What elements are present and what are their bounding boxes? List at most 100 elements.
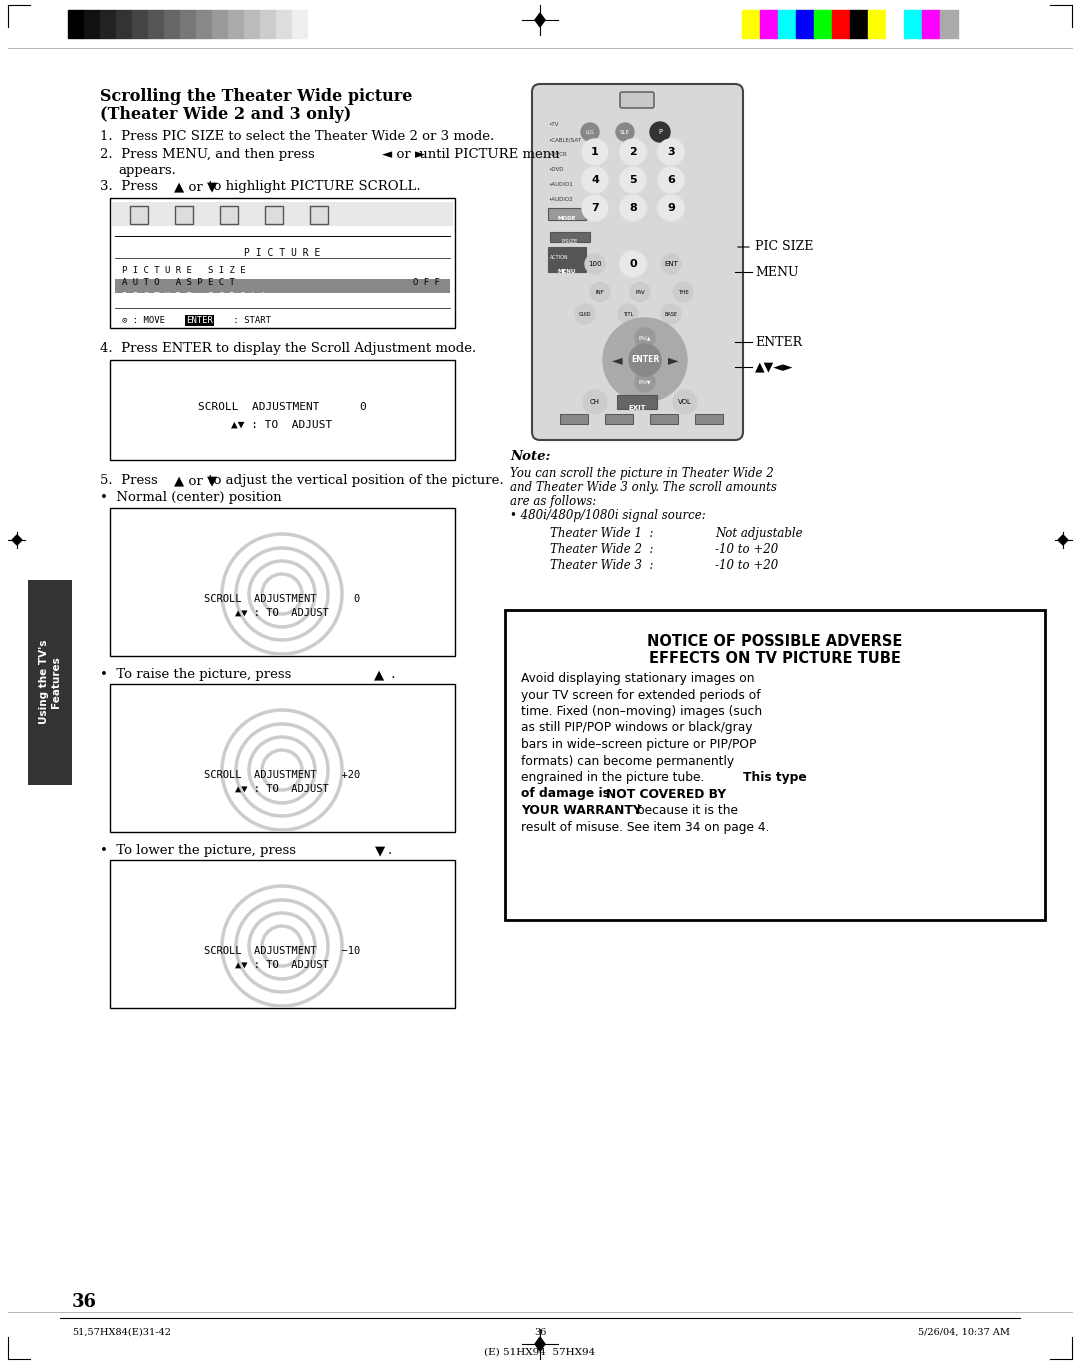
Bar bbox=[164, 10, 180, 38]
FancyBboxPatch shape bbox=[620, 91, 654, 108]
Text: ▲▼ : TO  ADJUST: ▲▼ : TO ADJUST bbox=[235, 608, 329, 618]
Text: 5.  Press: 5. Press bbox=[100, 475, 162, 487]
Text: 4: 4 bbox=[591, 175, 599, 186]
Circle shape bbox=[661, 304, 681, 325]
Text: -10 to +20: -10 to +20 bbox=[715, 559, 779, 572]
Bar bbox=[292, 10, 308, 38]
Text: (Theater Wide 2 and 3 only): (Theater Wide 2 and 3 only) bbox=[100, 106, 351, 123]
Circle shape bbox=[582, 195, 608, 221]
Text: your TV screen for extended periods of: your TV screen for extended periods of bbox=[521, 689, 760, 701]
Circle shape bbox=[590, 282, 610, 301]
Text: to highlight PICTURE SCROLL.: to highlight PICTURE SCROLL. bbox=[204, 180, 420, 192]
Circle shape bbox=[620, 251, 646, 277]
Bar bbox=[148, 10, 164, 38]
Bar bbox=[276, 10, 292, 38]
Circle shape bbox=[575, 304, 595, 325]
Bar bbox=[116, 10, 132, 38]
Text: .: . bbox=[388, 844, 392, 857]
Bar bbox=[212, 10, 228, 38]
Text: •  To raise the picture, press: • To raise the picture, press bbox=[100, 668, 296, 681]
Text: •DVCR: •DVCR bbox=[548, 151, 567, 157]
Text: until PICTURE menu: until PICTURE menu bbox=[415, 149, 559, 161]
Bar bbox=[742, 10, 760, 38]
Circle shape bbox=[658, 139, 684, 165]
Bar bbox=[850, 10, 868, 38]
Bar bbox=[180, 10, 195, 38]
Circle shape bbox=[583, 390, 607, 415]
Bar bbox=[886, 10, 904, 38]
Text: Using the TV's
Features: Using the TV's Features bbox=[39, 640, 60, 724]
Circle shape bbox=[582, 139, 608, 165]
Text: You can scroll the picture in Theater Wide 2: You can scroll the picture in Theater Wi… bbox=[510, 466, 773, 480]
Text: ▲▼◄►: ▲▼◄► bbox=[755, 360, 794, 374]
Text: as still PIP/POP windows or black/gray: as still PIP/POP windows or black/gray bbox=[521, 722, 753, 734]
Bar bbox=[265, 206, 283, 224]
Circle shape bbox=[620, 195, 646, 221]
Text: of damage is: of damage is bbox=[521, 787, 615, 801]
Text: EXIT: EXIT bbox=[629, 405, 646, 411]
Text: P I C T U R E   S C R O L L: P I C T U R E S C R O L L bbox=[122, 292, 267, 301]
Bar bbox=[796, 10, 814, 38]
Text: •TV: •TV bbox=[548, 121, 558, 127]
Text: PIC SIZE: PIC SIZE bbox=[755, 240, 813, 254]
Bar bbox=[244, 10, 260, 38]
Text: 36: 36 bbox=[534, 1329, 546, 1337]
Text: because it is the: because it is the bbox=[633, 803, 738, 817]
Text: O F F: O F F bbox=[414, 278, 440, 286]
Text: 4.  Press ENTER to display the Scroll Adjustment mode.: 4. Press ENTER to display the Scroll Adj… bbox=[100, 342, 476, 355]
Bar bbox=[904, 10, 922, 38]
Text: ▲▼ : TO  ADJUST: ▲▼ : TO ADJUST bbox=[235, 960, 329, 970]
Circle shape bbox=[585, 254, 605, 274]
Bar bbox=[114, 280, 450, 293]
Bar bbox=[760, 10, 778, 38]
Text: ⊙ : MOVE: ⊙ : MOVE bbox=[122, 316, 165, 325]
Bar bbox=[922, 10, 940, 38]
Polygon shape bbox=[1058, 535, 1068, 546]
Text: Theater Wide 2  :: Theater Wide 2 : bbox=[550, 543, 653, 557]
Bar bbox=[814, 10, 832, 38]
Circle shape bbox=[635, 327, 654, 348]
Circle shape bbox=[620, 139, 646, 165]
Text: P I C T U R E   S I Z E: P I C T U R E S I Z E bbox=[122, 266, 245, 276]
Bar bbox=[650, 415, 678, 424]
Bar bbox=[84, 10, 100, 38]
Bar bbox=[112, 202, 453, 226]
Text: .: . bbox=[387, 668, 395, 681]
Text: CH: CH bbox=[590, 400, 600, 405]
Bar bbox=[617, 396, 657, 409]
Text: ENTER: ENTER bbox=[755, 336, 802, 348]
Text: •  To lower the picture, press: • To lower the picture, press bbox=[100, 844, 300, 857]
Polygon shape bbox=[12, 535, 22, 546]
Text: SCROLL  ADJUSTMENT    −10: SCROLL ADJUSTMENT −10 bbox=[204, 947, 360, 956]
Text: NOTICE OF POSSIBLE ADVERSE: NOTICE OF POSSIBLE ADVERSE bbox=[647, 634, 903, 649]
Text: EFFECTS ON TV PICTURE TUBE: EFFECTS ON TV PICTURE TUBE bbox=[649, 651, 901, 666]
Text: 36: 36 bbox=[72, 1293, 97, 1311]
Bar bbox=[832, 10, 850, 38]
Text: and Theater Wide 3 only. The scroll amounts: and Theater Wide 3 only. The scroll amou… bbox=[510, 481, 777, 494]
Text: FAV: FAV bbox=[635, 289, 645, 295]
Bar bbox=[100, 10, 116, 38]
Text: ◄: ◄ bbox=[611, 353, 622, 367]
Polygon shape bbox=[535, 14, 545, 27]
Text: ▲▼ : TO  ADJUST: ▲▼ : TO ADJUST bbox=[231, 420, 333, 430]
Circle shape bbox=[582, 166, 608, 192]
Text: THE: THE bbox=[677, 289, 688, 295]
Text: 1: 1 bbox=[591, 147, 599, 157]
Bar bbox=[548, 247, 586, 259]
Circle shape bbox=[673, 390, 697, 415]
Bar bbox=[110, 198, 455, 327]
Text: ENTER: ENTER bbox=[186, 316, 213, 325]
Text: to adjust the vertical position of the picture.: to adjust the vertical position of the p… bbox=[204, 475, 503, 487]
Text: -10 to +20: -10 to +20 bbox=[715, 543, 779, 557]
Text: 51,57HX84(E)31-42: 51,57HX84(E)31-42 bbox=[72, 1329, 171, 1337]
Bar bbox=[110, 360, 455, 460]
Circle shape bbox=[581, 123, 599, 140]
Bar bbox=[260, 10, 276, 38]
Bar bbox=[110, 507, 455, 656]
Text: P I C T U R E: P I C T U R E bbox=[244, 248, 320, 258]
Circle shape bbox=[658, 166, 684, 192]
Text: Scrolling the Theater Wide picture: Scrolling the Theater Wide picture bbox=[100, 89, 413, 105]
Text: ◄ or ►: ◄ or ► bbox=[382, 149, 426, 161]
Text: GUID: GUID bbox=[579, 311, 591, 316]
Bar bbox=[110, 859, 455, 1008]
